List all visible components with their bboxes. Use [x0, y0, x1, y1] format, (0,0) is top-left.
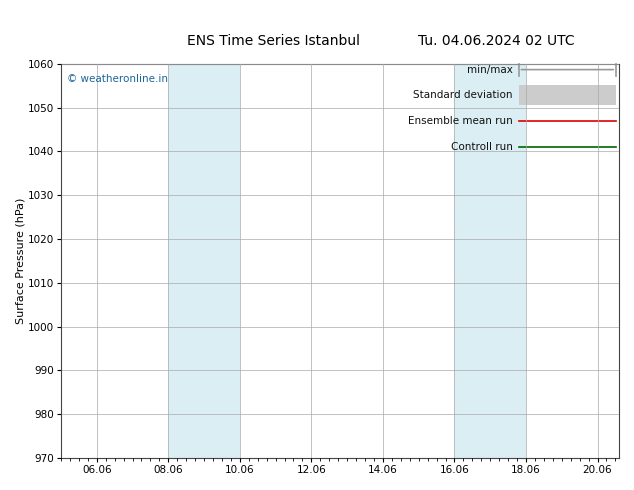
Text: © weatheronline.in: © weatheronline.in [67, 74, 167, 84]
Bar [455, 64, 526, 458]
FancyBboxPatch shape [519, 85, 616, 105]
Text: Tu. 04.06.2024 02 UTC: Tu. 04.06.2024 02 UTC [418, 34, 574, 48]
Text: min/max: min/max [467, 65, 513, 74]
Text: Ensemble mean run: Ensemble mean run [408, 116, 513, 126]
Text: ENS Time Series Istanbul: ENS Time Series Istanbul [186, 34, 359, 48]
Text: Controll run: Controll run [451, 142, 513, 151]
Bar [168, 64, 240, 458]
Text: Standard deviation: Standard deviation [413, 90, 513, 100]
Y-axis label: Surface Pressure (hPa): Surface Pressure (hPa) [15, 197, 25, 324]
